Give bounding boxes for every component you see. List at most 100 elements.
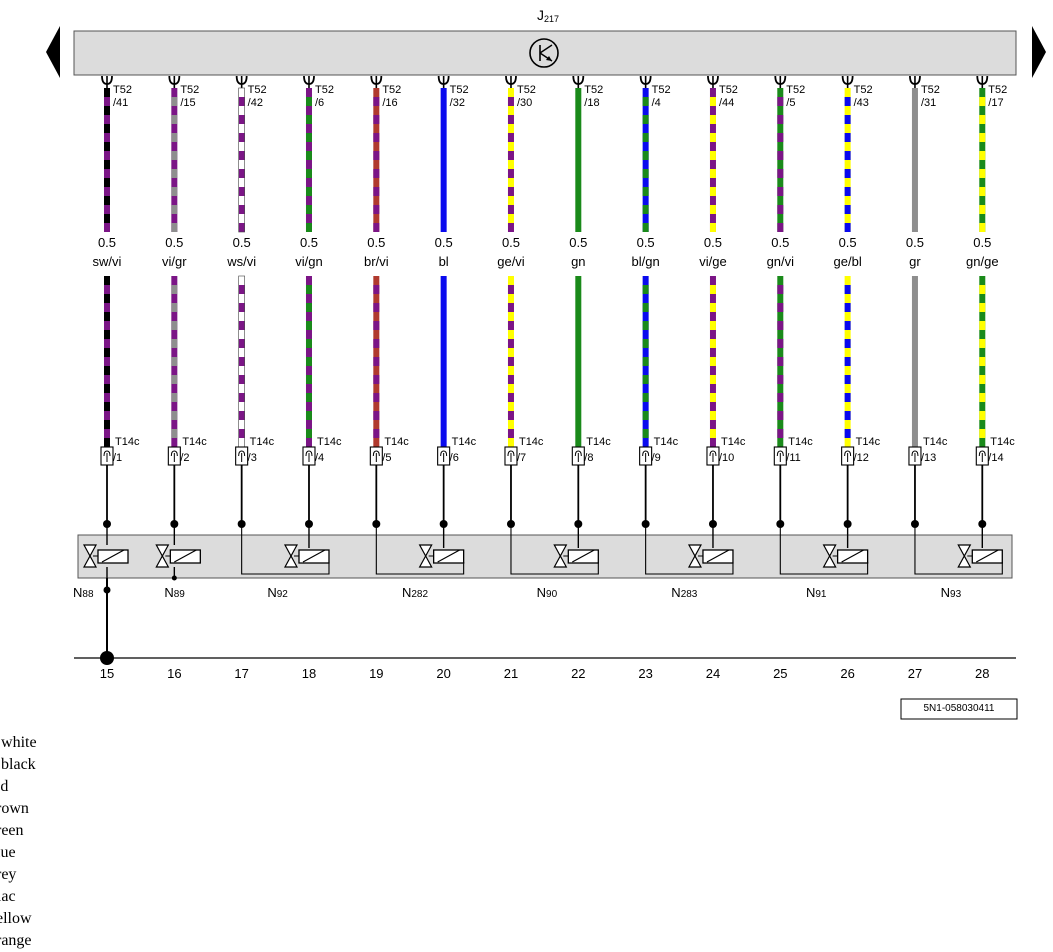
- pin-bottom-number: /12: [854, 452, 869, 464]
- wire-16[interactable]: T52/15 0.5 vi/gr T14c/2 16: [162, 75, 207, 681]
- wire-stripe: [373, 339, 380, 348]
- valve-N90[interactable]: N90: [510, 524, 599, 600]
- control-unit-label: J217: [537, 7, 559, 24]
- pin-bottom-number: /7: [517, 452, 526, 464]
- wire-stripe: [777, 285, 784, 294]
- wire-stripe: [709, 205, 716, 214]
- wire-20[interactable]: T52/32 0.5 bl T14c/6 20: [435, 75, 477, 681]
- wire-26[interactable]: T52/43 0.5 ge/bl T14c/12 26: [834, 75, 881, 681]
- wire-stripe: [238, 133, 245, 142]
- valve-label: N91: [806, 585, 827, 600]
- socket-contact-icon: [844, 450, 852, 457]
- pin-bottom-number: /6: [450, 452, 459, 464]
- wire-23[interactable]: T52/4 0.5 bl/gn T14c/9 23: [632, 75, 679, 681]
- wire-18[interactable]: T52/6 0.5 vi/gn T14c/4 18: [295, 75, 342, 681]
- wire-stripe: [979, 187, 986, 196]
- wire-stripe: [373, 375, 380, 384]
- wire-24[interactable]: T52/44 0.5 vi/ge T14c/10 24: [699, 75, 746, 681]
- wire-17[interactable]: T52/42 0.5 ws/vi T14c/3 17: [226, 75, 275, 681]
- wire-stripe: [777, 115, 784, 124]
- valve-N88[interactable]: N88: [73, 524, 129, 600]
- socket-contact-icon: [911, 450, 919, 457]
- pin-bottom-number: /1: [113, 452, 122, 464]
- solenoid-valve-icon: [822, 544, 869, 568]
- pin-top-number: /31: [921, 97, 936, 109]
- wire-stripe: [373, 151, 380, 160]
- wire-stripe: [777, 223, 784, 232]
- wire-22[interactable]: T52/18 0.5 gn T14c/8 22: [569, 75, 611, 681]
- wire-stripe: [709, 321, 716, 330]
- wire-stripe: [104, 393, 110, 402]
- wire-stripe: [507, 115, 514, 124]
- valve-N282[interactable]: N282: [375, 524, 465, 600]
- wire-stripe: [979, 169, 986, 178]
- wires: T52/41 0.5 sw/vi T14c/1 15 T52/15 0.5 vi/gr T14c…: [93, 75, 1015, 681]
- pin-bottom-number: /3: [248, 452, 257, 464]
- wire-stripe: [238, 151, 245, 160]
- wire-stripe: [979, 151, 986, 160]
- valve-block-housing: [77, 534, 1013, 579]
- valve-N283[interactable]: N283: [645, 524, 734, 600]
- wire-stripe: [305, 205, 312, 214]
- pin-bottom-number: /10: [719, 452, 734, 464]
- wire-stripe: [844, 429, 851, 438]
- pin-top-connector: T52: [180, 84, 199, 96]
- wire-stripe: [373, 223, 380, 232]
- wire-stripe: [642, 321, 649, 330]
- track-number: 16: [167, 666, 181, 681]
- ground-bus: 5N1-058030411: [74, 657, 1018, 720]
- wire-stripe: [238, 223, 245, 232]
- wire-25[interactable]: T52/5 0.5 gn/vi T14c/11 25: [767, 75, 814, 681]
- valve-lead: [914, 524, 1003, 575]
- wire-stripe: [507, 205, 514, 214]
- wire-stripe: [104, 187, 110, 196]
- wire-stripe: [507, 97, 514, 106]
- continue-left-arrow-icon[interactable]: [46, 26, 60, 78]
- valve-N91[interactable]: N91: [779, 524, 869, 600]
- wire-15[interactable]: T52/41 0.5 sw/vi T14c/1 15: [93, 75, 140, 681]
- wire-27[interactable]: T52/31 0.5 gr T14c/13 27: [906, 75, 948, 681]
- wire-stripe: [305, 223, 312, 232]
- wire-stripe: [373, 169, 380, 178]
- valve-N89[interactable]: N89: [155, 524, 201, 600]
- legend-item: = white: [0, 734, 37, 751]
- wire-stripe: [979, 205, 986, 214]
- wire-size: 0.5: [233, 235, 251, 250]
- legend-item: brown: [0, 800, 29, 817]
- wire-color-code: gr: [909, 254, 921, 269]
- wire-28[interactable]: T52/17 0.5 gn/ge T14c/14 28: [966, 75, 1015, 681]
- wire-size: 0.5: [973, 235, 991, 250]
- wire-stripe: [844, 223, 851, 232]
- pin-bottom-number: /11: [786, 452, 800, 464]
- valve-N92[interactable]: N92: [241, 524, 330, 600]
- wire-stripe: [844, 169, 851, 178]
- wire-stripe: [171, 321, 178, 330]
- wire-stripe: [104, 285, 110, 294]
- valve-lead: [510, 524, 599, 575]
- legend-item: blue: [0, 844, 16, 861]
- wire-base: [911, 88, 918, 232]
- wire-stripe: [979, 303, 986, 312]
- solenoid-valve-icon: [553, 544, 599, 568]
- valve-N93[interactable]: N93: [914, 524, 1003, 600]
- wire-color-code: gn: [571, 254, 585, 269]
- solenoid-valve-icon: [155, 544, 201, 568]
- legend-item: = black: [0, 756, 36, 773]
- wire-stripe: [844, 339, 851, 348]
- valve-lead: [375, 524, 465, 575]
- track-number: 24: [706, 666, 720, 681]
- wire-stripe: [777, 393, 784, 402]
- wire-19[interactable]: T52/16 0.5 br/vi T14c/5 19: [364, 75, 409, 681]
- wire-21[interactable]: T52/30 0.5 ge/vi T14c/7 21: [497, 75, 544, 681]
- color-legend: = white = black red brown green blue grey lilac…: [0, 732, 37, 952]
- pin-bottom-connector: T14c: [115, 436, 140, 448]
- wire-base: [911, 276, 918, 447]
- wire-stripe: [642, 205, 649, 214]
- solenoid-valve-icon: [418, 544, 465, 568]
- wire-stripe: [844, 321, 851, 330]
- pin-top-number: /42: [248, 97, 263, 109]
- continue-right-arrow-icon[interactable]: [1032, 26, 1046, 78]
- wire-stripe: [709, 151, 716, 160]
- wire-stripe: [777, 169, 784, 178]
